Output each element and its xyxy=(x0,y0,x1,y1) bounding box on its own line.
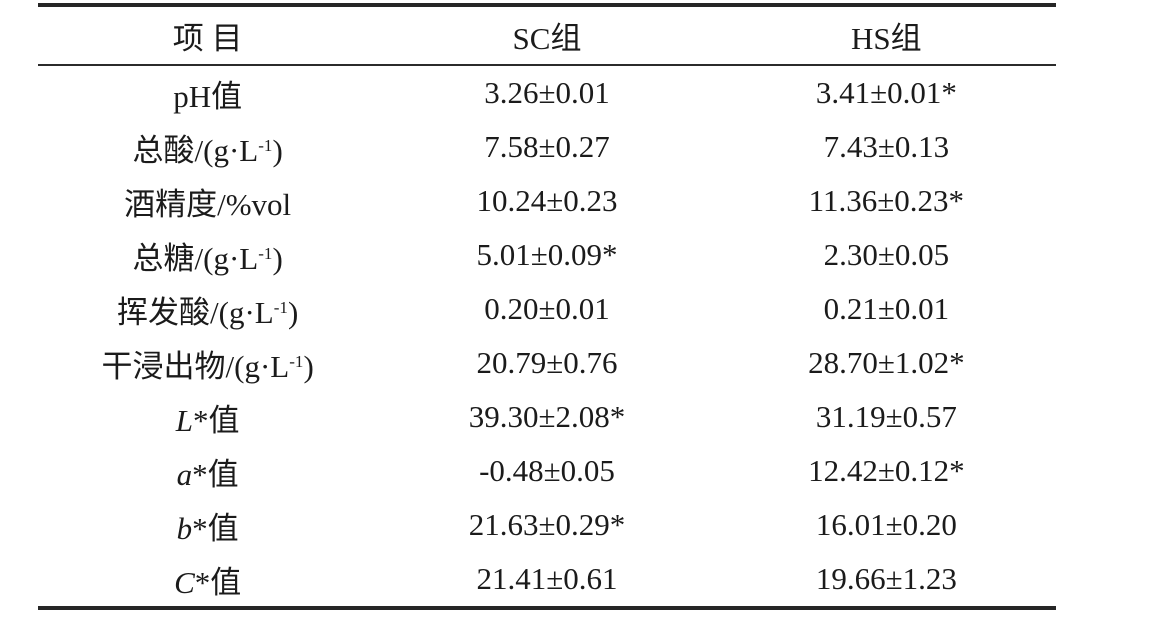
value-hs: 28.70±1.02* xyxy=(808,345,965,380)
row-label-letter: a xyxy=(176,456,193,492)
row-label: pH值 xyxy=(38,65,377,120)
row-label-letter: L xyxy=(175,402,194,438)
value-hs: 0.21±0.01 xyxy=(823,291,950,326)
header-row: 项 目 SC组 HS组 xyxy=(38,5,1056,66)
row-label-letter: b xyxy=(176,510,193,546)
col-header-item: 项 目 xyxy=(38,5,378,66)
col-header-hs-group: HS组 xyxy=(716,5,1056,66)
row-label: b*值 xyxy=(38,498,377,552)
row-label-close: *值 xyxy=(192,456,239,492)
row-label: 总酸/(g·L-1) xyxy=(38,120,377,174)
row-label-close: *值 xyxy=(192,510,239,546)
row-label-letter: C xyxy=(174,564,195,600)
table-row-alcohol: 酒精度/%vol 10.24±0.23 11.36±0.23* xyxy=(38,174,1056,228)
row-label-close: *值 xyxy=(193,402,240,438)
value-hs: 3.41±0.01* xyxy=(815,75,957,110)
row-label: L*值 xyxy=(38,390,377,444)
row-label-text: pH值 xyxy=(173,78,243,114)
table-row-c-value: C*值 21.41±0.61 19.66±1.23 xyxy=(38,552,1056,608)
value-hs: 2.30±0.05 xyxy=(823,237,950,272)
value-sc: 7.58±0.27 xyxy=(484,129,610,164)
table-row-a-value: a*值 -0.48±0.05 12.42±0.12* xyxy=(38,444,1056,498)
table-row-b-value: b*值 21.63±0.29* 16.01±0.20 xyxy=(38,498,1056,552)
value-sc: 21.41±0.61 xyxy=(476,561,618,596)
row-label-superscript: -1 xyxy=(273,297,288,317)
value-sc: 5.01±0.09* xyxy=(476,237,618,272)
table-row-total-sugar: 总糖/(g·L-1) 5.01±0.09* 2.30±0.05 xyxy=(38,228,1056,282)
row-label: 酒精度/%vol xyxy=(38,174,377,228)
row-label-superscript: -1 xyxy=(289,351,304,371)
value-sc: 21.63±0.29* xyxy=(468,507,626,542)
row-label-close: ) xyxy=(272,240,283,276)
value-sc: -0.48±0.05 xyxy=(479,453,615,488)
row-label: 挥发酸/(g·L-1) xyxy=(38,282,377,336)
row-label-close: *值 xyxy=(194,564,242,600)
row-label: 干浸出物/(g·L-1) xyxy=(38,336,377,390)
row-label-text: 干浸出物/(g·L xyxy=(101,348,290,384)
row-label-text: 总酸/(g·L xyxy=(132,132,259,168)
row-label: a*值 xyxy=(38,444,377,498)
value-sc: 10.24±0.23 xyxy=(476,183,618,218)
row-label-close: ) xyxy=(303,348,314,384)
value-sc: 20.79±0.76 xyxy=(476,345,618,380)
results-table: 项 目 SC组 HS组 pH值 3.26±0.01 3.41±0.01* 总酸/… xyxy=(38,3,1056,610)
row-label-text: 总糖/(g·L xyxy=(132,240,259,276)
table-row-ph: pH值 3.26±0.01 3.41±0.01* xyxy=(38,65,1056,120)
value-sc: 39.30±2.08* xyxy=(468,399,626,434)
value-sc: 3.26±0.01 xyxy=(484,75,610,110)
value-hs: 12.42±0.12* xyxy=(808,453,965,488)
row-label-close: ) xyxy=(272,132,283,168)
row-label-close: ) xyxy=(287,294,299,330)
row-label-text: 酒精度/%vol xyxy=(124,186,292,222)
value-sc: 0.20±0.01 xyxy=(484,291,610,326)
row-label-superscript: -1 xyxy=(258,243,273,263)
table-row-volatile-acid: 挥发酸/(g·L-1) 0.20±0.01 0.21±0.01 xyxy=(38,282,1056,336)
table-row-total-acid: 总酸/(g·L-1) 7.58±0.27 7.43±0.13 xyxy=(38,120,1056,174)
value-hs: 31.19±0.57 xyxy=(815,399,957,434)
table-row-dry-extract: 干浸出物/(g·L-1) 20.79±0.76 28.70±1.02* xyxy=(38,336,1056,390)
value-hs: 19.66±1.23 xyxy=(815,561,957,596)
row-label: 总糖/(g·L-1) xyxy=(38,228,377,282)
row-label-superscript: -1 xyxy=(258,135,273,155)
row-label-text: 挥发酸/(g·L xyxy=(117,294,274,330)
row-label: C*值 xyxy=(38,552,377,608)
value-hs: 16.01±0.20 xyxy=(815,507,957,542)
col-header-sc-group: SC组 xyxy=(377,5,717,66)
value-hs: 11.36±0.23* xyxy=(808,183,965,218)
table-row-l-value: L*值 39.30±2.08* 31.19±0.57 xyxy=(38,390,1056,444)
value-hs: 7.43±0.13 xyxy=(823,129,950,164)
